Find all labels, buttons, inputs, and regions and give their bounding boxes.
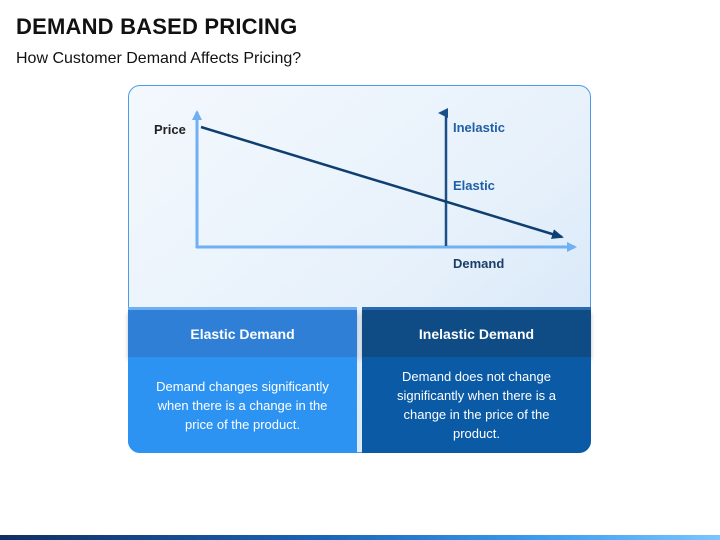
inelastic-demand-description: Demand does not change significantly whe… bbox=[362, 357, 591, 453]
inelastic-demand-header: Inelastic Demand bbox=[362, 310, 591, 357]
footer-gradient-bar bbox=[0, 535, 720, 540]
demand-axis-label: Demand bbox=[453, 256, 505, 271]
elastic-card-accent bbox=[128, 307, 357, 311]
inelastic-label: Inelastic bbox=[453, 120, 506, 135]
elastic-label: Elastic bbox=[453, 178, 495, 193]
page-title: DEMAND BASED PRICING bbox=[16, 14, 298, 39]
page-subtitle: How Customer Demand Affects Pricing? bbox=[16, 50, 302, 67]
price-axis-label: Price bbox=[154, 122, 186, 137]
elastic-demand-description: Demand changes significantly when there … bbox=[128, 357, 357, 453]
elastic-demand-line bbox=[200, 125, 564, 239]
elastic-demand-header: Elastic Demand bbox=[128, 310, 357, 357]
inelastic-card-accent bbox=[362, 307, 591, 311]
